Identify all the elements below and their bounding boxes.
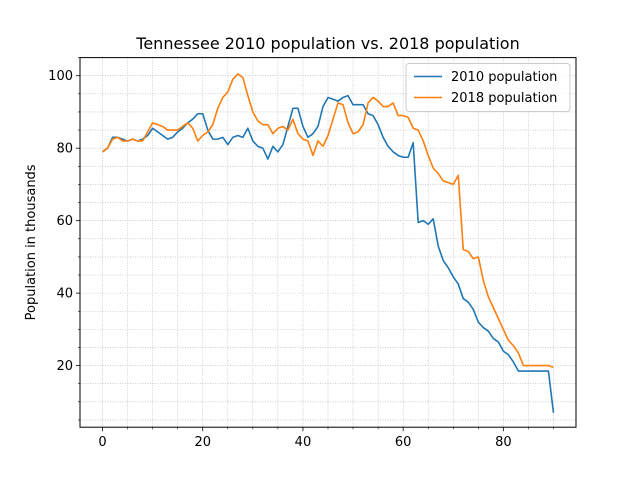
chart-title: Tennessee 2010 population vs. 2018 popul… (135, 34, 519, 53)
x-tick-label: 60 (395, 435, 412, 450)
y-tick-label: 20 (56, 359, 73, 374)
y-tick-label: 40 (56, 287, 73, 302)
legend: 2010 population 2018 population (405, 63, 571, 112)
y-axis-label: Population in thousands (24, 164, 39, 320)
y-tick-label: 100 (48, 69, 73, 84)
grid (80, 57, 576, 428)
x-tick-label: 80 (495, 435, 512, 450)
y-tick-label: 60 (56, 214, 73, 229)
legend-box (405, 63, 571, 112)
x-tick-label: 40 (295, 435, 312, 450)
axis-ticks: 0 20 40 60 80 20 40 60 80 100 (48, 57, 554, 450)
legend-label: 2010 population (451, 70, 557, 85)
x-tick-label: 0 (98, 435, 106, 450)
x-tick-label: 20 (194, 435, 211, 450)
series-lines (102, 73, 555, 413)
series-line-1 (102, 73, 554, 369)
legend-label: 2018 population (451, 91, 557, 106)
series-line-0 (102, 94, 555, 413)
y-tick-label: 80 (56, 142, 73, 157)
